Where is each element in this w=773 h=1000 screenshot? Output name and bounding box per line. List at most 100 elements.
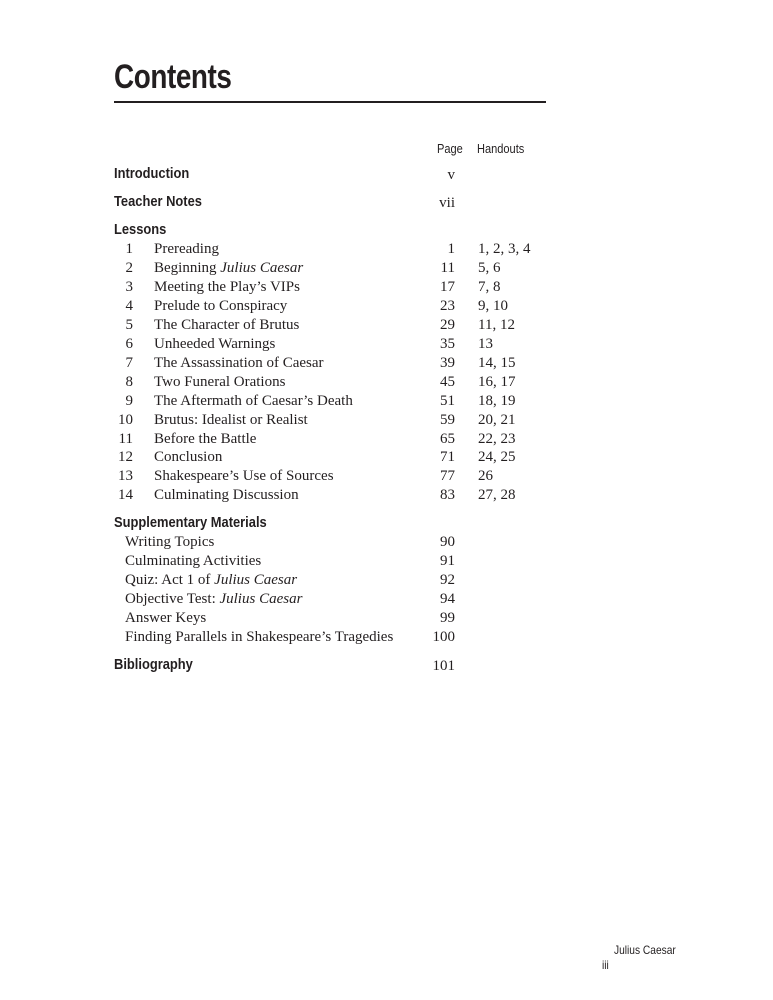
supplementary-title-text: Answer Keys (125, 609, 207, 626)
lesson-page: 59 (440, 411, 455, 428)
lesson-title: Prelude to Conspiracy (154, 297, 287, 316)
supplementary-title-italic: Julius Caesar (219, 590, 303, 607)
column-header-handouts: Handouts (477, 141, 525, 156)
lesson-handouts: 1, 2, 3, 4 (478, 241, 531, 257)
lesson-title-text: Conclusion (154, 449, 223, 466)
lesson-title-text: Meeting the Play’s VIPs (154, 278, 300, 295)
supplementary-title: Writing Topics (125, 533, 214, 552)
title-rule (114, 101, 546, 103)
supplementary-title-italic: Julius Caesar (214, 571, 298, 588)
lesson-number: 4 (125, 297, 134, 314)
lesson-page: 1 (447, 241, 456, 257)
supplementary-page: 94 (440, 590, 455, 607)
lesson-row: 5 The Character of Brutus 29 11, 12 (0, 316, 773, 335)
supplementary-row: Quiz: Act 1 of Julius Caesar 92 (0, 571, 773, 590)
lesson-row: 2 Beginning Julius Caesar 11 5, 6 (0, 259, 773, 278)
lesson-number: 10 (118, 411, 133, 428)
supplementary-title-text: Quiz: Act 1 of (125, 571, 215, 588)
lesson-row: 14 Culminating Discussion 83 27, 28 (0, 486, 773, 505)
lesson-row: 11 Before the Battle 65 22, 23 (0, 430, 773, 449)
supplementary-title: Quiz: Act 1 of Julius Caesar (125, 571, 297, 590)
supplementary-row: Answer Keys 99 (0, 609, 773, 628)
lesson-row: 4 Prelude to Conspiracy 23 9, 10 (0, 297, 773, 316)
lesson-row: 6 Unheeded Warnings 35 13 (0, 335, 773, 354)
lesson-number: 8 (125, 373, 134, 390)
lesson-title: Conclusion (154, 448, 222, 467)
lesson-title: Culminating Discussion (154, 486, 299, 505)
lesson-title-text: Unheeded Warnings (154, 335, 276, 352)
lesson-handouts: 26 (478, 468, 493, 485)
teacher-notes-page: vii (439, 195, 455, 211)
supplementary-row: Culminating Activities 91 (0, 552, 773, 571)
lesson-title: Beginning Julius Caesar (154, 259, 303, 278)
supplementary-title: Answer Keys (125, 609, 206, 628)
lesson-title-italic: Julius Caesar (220, 259, 304, 276)
section-bibliography: Bibliography (114, 656, 193, 673)
section-introduction: Introduction (114, 165, 190, 182)
supplementary-title-text: Finding Parallels in Shakespeare’s Trage… (125, 628, 394, 645)
supplementary-page: 90 (440, 534, 455, 550)
lesson-title-text: Prereading (154, 241, 219, 257)
lesson-handouts: 24, 25 (478, 449, 516, 466)
lesson-title: Two Funeral Orations (154, 373, 285, 392)
lesson-handouts: 13 (478, 335, 493, 352)
lesson-page: 83 (440, 487, 455, 504)
supplementary-row: Writing Topics 90 (0, 533, 773, 552)
lesson-row: 12 Conclusion 71 24, 25 (0, 448, 773, 467)
footer-book-title: Julius Caesar (614, 943, 676, 957)
supplementary-row: Objective Test: Julius Caesar 94 (0, 590, 773, 609)
lesson-title: Meeting the Play’s VIPs (154, 278, 300, 297)
supplementary-title: Culminating Activities (125, 552, 261, 571)
supplementary-title: Finding Parallels in Shakespeare’s Trage… (125, 628, 393, 647)
introduction-page: v (447, 167, 456, 183)
lesson-row: 13 Shakespeare’s Use of Sources 77 26 (0, 467, 773, 486)
lesson-title: The Aftermath of Caesar’s Death (154, 392, 353, 411)
lesson-page: 77 (440, 468, 455, 485)
lesson-page: 29 (440, 316, 455, 333)
lesson-row: 7 The Assassination of Caesar 39 14, 15 (0, 354, 773, 373)
lesson-number: 1 (125, 241, 134, 257)
lesson-handouts: 7, 8 (478, 278, 501, 295)
lesson-title: Before the Battle (154, 430, 256, 449)
lesson-number: 3 (125, 278, 134, 295)
lesson-handouts: 22, 23 (478, 430, 516, 447)
lesson-title-text: Before the Battle (154, 430, 257, 447)
lesson-row: 9 The Aftermath of Caesar’s Death 51 18, 19 (0, 392, 773, 411)
lesson-handouts: 20, 21 (478, 411, 516, 428)
lesson-row: 3 Meeting the Play’s VIPs 17 7, 8 (0, 278, 773, 297)
lesson-number: 12 (118, 449, 133, 466)
lesson-number: 7 (125, 354, 134, 371)
lesson-title: Unheeded Warnings (154, 335, 275, 354)
supplementary-row: Finding Parallels in Shakespeare’s Trage… (0, 628, 773, 647)
lesson-handouts: 11, 12 (478, 316, 515, 333)
lesson-page: 11 (440, 259, 455, 276)
lesson-handouts: 9, 10 (478, 297, 508, 314)
lesson-row: 1 Prereading 1 1, 2, 3, 4 (0, 240, 773, 259)
page-title: Contents (114, 58, 232, 96)
lesson-row: 8 Two Funeral Orations 45 16, 17 (0, 373, 773, 392)
lesson-number: 11 (118, 430, 133, 447)
supplementary-title-text: Culminating Activities (125, 552, 262, 569)
supplementary-page: 91 (440, 552, 455, 569)
section-teacher-notes: Teacher Notes (114, 193, 202, 210)
lesson-title-text: The Character of Brutus (154, 316, 300, 333)
section-lessons: Lessons (114, 221, 167, 238)
supplementary-page: 100 (432, 628, 456, 645)
supplementary-title-text: Objective Test: (125, 590, 220, 607)
column-header-page: Page (437, 141, 463, 156)
lesson-handouts: 14, 15 (478, 354, 516, 371)
lesson-page: 17 (440, 278, 455, 295)
lesson-row: 10 Brutus: Idealist or Realist 59 20, 21 (0, 411, 773, 430)
lesson-number: 9 (125, 392, 134, 409)
lesson-number: 6 (125, 335, 134, 352)
page-footer: Julius Caesar iii (602, 943, 687, 973)
supplementary-title: Objective Test: Julius Caesar (125, 590, 302, 609)
lesson-title-text: Shakespeare’s Use of Sources (154, 468, 334, 485)
section-supplementary: Supplementary Materials (114, 514, 267, 531)
lesson-title: The Character of Brutus (154, 316, 299, 335)
lesson-number: 2 (125, 259, 134, 276)
lesson-title-text: Beginning (154, 259, 221, 276)
lesson-title-text: Brutus: Idealist or Realist (154, 411, 308, 428)
lesson-handouts: 16, 17 (478, 373, 516, 390)
footer-page-number: iii (602, 958, 609, 972)
